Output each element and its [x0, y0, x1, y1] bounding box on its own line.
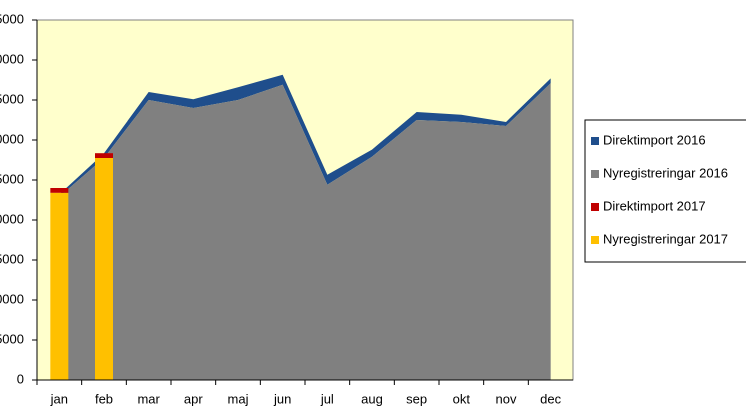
x-tick-label: dec	[540, 391, 561, 406]
legend-label: Direktimport 2017	[603, 198, 706, 213]
area	[59, 74, 551, 197]
y-tick-label: 25000	[0, 171, 24, 186]
legend-swatch	[591, 203, 599, 211]
legend-swatch	[591, 137, 599, 145]
y-tick-label: 0	[17, 371, 24, 386]
bar	[50, 188, 69, 193]
x-tick-label: sep	[406, 391, 427, 406]
bar	[50, 192, 69, 380]
x-tick-label: aug	[361, 391, 383, 406]
area	[59, 83, 551, 380]
y-tick-label: 20000	[0, 211, 24, 226]
y-tick-label: 15000	[0, 251, 24, 266]
x-tick-label: nov	[496, 391, 517, 406]
x-tick-label: maj	[228, 391, 249, 406]
x-tick-label: jun	[273, 391, 291, 406]
y-tick-label: 10000	[0, 291, 24, 306]
legend-swatch	[591, 170, 599, 178]
legend-label: Nyregistreringar 2016	[603, 165, 728, 180]
x-tick-label: feb	[95, 391, 113, 406]
legend-box	[584, 119, 746, 263]
x-tick-label: jul	[320, 391, 334, 406]
y-tick-label: 35000	[0, 91, 24, 106]
legend-swatch	[591, 236, 599, 244]
x-tick-label: mar	[137, 391, 160, 406]
legend-label: Nyregistreringar 2017	[603, 231, 728, 246]
x-tick-label: apr	[184, 391, 203, 406]
x-tick-label: jan	[50, 391, 68, 406]
bar	[95, 153, 113, 158]
y-tick-label: 40000	[0, 51, 24, 66]
bar	[95, 158, 113, 380]
x-tick-label: okt	[453, 391, 471, 406]
y-tick-label: 30000	[0, 131, 24, 146]
y-tick-label: 5000	[0, 331, 24, 346]
legend-label: Direktimport 2016	[603, 132, 706, 147]
y-tick-label: 45000	[0, 11, 24, 26]
